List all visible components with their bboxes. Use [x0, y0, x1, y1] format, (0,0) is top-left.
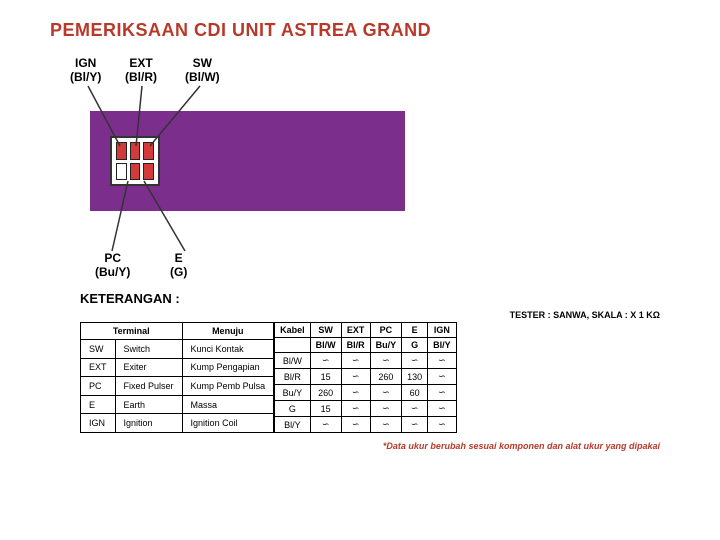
pin-top-left	[116, 142, 127, 160]
footnote: *Data ukur berubah sesuai komponen dan a…	[50, 441, 660, 451]
pin-bot-left	[116, 163, 127, 181]
pin-top-mid	[130, 142, 141, 160]
pin-bot-right	[143, 163, 154, 181]
tables-row: TerminalMenuju SWSwitchKunci KontakEXTEx…	[80, 322, 670, 433]
cdi-connector	[110, 136, 160, 186]
pin-label-ign: IGN(Bl/Y)	[70, 56, 101, 85]
pin-bot-mid	[130, 163, 141, 181]
terminal-table: TerminalMenuju SWSwitchKunci KontakEXTEx…	[80, 322, 274, 433]
page-title: PEMERIKSAAN CDI UNIT ASTREA GRAND	[50, 20, 670, 41]
pin-label-sw: SW(Bl/W)	[185, 56, 220, 85]
pin-label-ext: EXT(Bl/R)	[125, 56, 157, 85]
pin-label-e: E(G)	[170, 251, 187, 280]
measurement-table: KabelSWEXTPCEIGN Bl/WBl/RBu/YGBl/Y Bl/W∽…	[274, 322, 457, 433]
keterangan-label: KETERANGAN :	[80, 291, 670, 306]
pin-top-right	[143, 142, 154, 160]
tester-note: TESTER : SANWA, SKALA : X 1 KΩ	[50, 310, 660, 320]
pin-label-pc: PC(Bu/Y)	[95, 251, 130, 280]
cdi-diagram: IGN(Bl/Y) EXT(Bl/R) SW(Bl/W) PC(Bu/Y) E(G)	[50, 56, 670, 281]
